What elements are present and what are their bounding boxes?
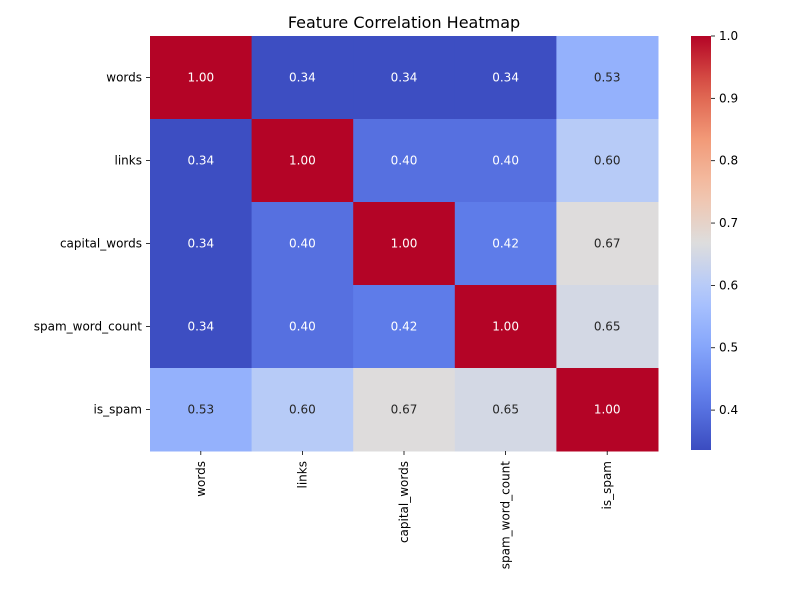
cell-value-label: 0.34 xyxy=(187,237,214,251)
column-tick-label: is_spam xyxy=(600,461,614,510)
cell-value-label: 0.65 xyxy=(492,403,519,417)
heatmap-cell xyxy=(150,119,253,203)
heatmap-cell xyxy=(353,285,456,369)
cell-value-label: 0.34 xyxy=(187,320,214,334)
cell-value-label: 0.40 xyxy=(492,154,519,168)
heatmap-cell xyxy=(454,119,557,203)
row-tick-label: spam_word_count xyxy=(34,320,143,334)
column-tick-label: capital_words xyxy=(397,461,411,543)
row-tick-label: links xyxy=(115,154,142,168)
cell-value-label: 0.34 xyxy=(289,71,316,85)
heatmap-cell xyxy=(556,368,659,452)
colorbar-tick-label: 0.4 xyxy=(719,403,738,417)
chart-title: Feature Correlation Heatmap xyxy=(288,13,520,32)
cell-value-label: 0.67 xyxy=(594,237,621,251)
cell-value-label: 0.42 xyxy=(391,320,418,334)
heatmap-cell xyxy=(150,368,253,452)
heatmap-cell xyxy=(454,36,557,120)
row-tick-label: is_spam xyxy=(94,403,143,417)
row-tick-labels: words links capital_words spam_word_countis… xyxy=(34,71,150,417)
heatmap-cell xyxy=(353,368,456,452)
heatmap-cell xyxy=(251,119,354,203)
heatmap-cell xyxy=(251,36,354,120)
heatmap-cell xyxy=(454,285,557,369)
heatmap-cell xyxy=(454,202,557,286)
heatmap-cell xyxy=(454,368,557,452)
colorbar-tick-label: 1.0 xyxy=(719,29,738,43)
cell-value-label: 0.40 xyxy=(289,237,316,251)
cell-value-label: 0.34 xyxy=(391,71,418,85)
cell-value-label: 1.00 xyxy=(492,320,519,334)
heatmap-cell xyxy=(150,285,253,369)
cell-value-label: 1.00 xyxy=(594,403,621,417)
cell-value-label: 0.53 xyxy=(187,403,214,417)
heatmap-cell xyxy=(251,202,354,286)
colorbar-gradient xyxy=(691,36,711,450)
heatmap-cell xyxy=(353,36,456,120)
heatmap-cell xyxy=(353,202,456,286)
cell-value-label: 0.40 xyxy=(289,320,316,334)
column-tick-label: links xyxy=(295,461,309,488)
heatmap-cell xyxy=(556,285,659,369)
heatmap-cells: 1.00 0.34 0.34 0.34 0.53 0.34 1.00 0.40 0.40 0.60… xyxy=(150,36,659,452)
colorbar: 0.4 0.5 0.6 0.7 0.8 0.9 1.0 xyxy=(691,29,738,450)
cell-value-label: 0.60 xyxy=(289,403,316,417)
cell-value-label: 0.67 xyxy=(391,403,418,417)
heatmap-cell xyxy=(150,36,253,120)
heatmap-cell xyxy=(556,202,659,286)
heatmap-cell xyxy=(556,36,659,120)
cell-value-label: 0.53 xyxy=(594,71,621,85)
cell-value-label: 1.00 xyxy=(187,71,214,85)
column-tick-label: words xyxy=(194,461,208,497)
colorbar-tick-label: 0.6 xyxy=(719,278,738,292)
column-tick-label: spam_word_count xyxy=(499,461,513,570)
colorbar-tick-label: 0.8 xyxy=(719,154,738,168)
row-tick-label: capital_words xyxy=(60,237,142,251)
cell-value-label: 0.40 xyxy=(391,154,418,168)
heatmap-cell xyxy=(556,119,659,203)
heatmap-cell xyxy=(251,368,354,452)
cell-value-label: 1.00 xyxy=(391,237,418,251)
cell-value-label: 0.34 xyxy=(187,154,214,168)
cell-value-label: 0.34 xyxy=(492,71,519,85)
cell-value-label: 0.65 xyxy=(594,320,621,334)
heatmap-cell xyxy=(353,119,456,203)
column-tick-labels: words links capital_words spam_word_count is… xyxy=(194,451,614,569)
cell-value-label: 1.00 xyxy=(289,154,316,168)
cell-value-label: 0.42 xyxy=(492,237,519,251)
colorbar-tick-label: 0.7 xyxy=(719,216,738,230)
colorbar-tick-label: 0.5 xyxy=(719,341,738,355)
cell-value-label: 0.60 xyxy=(594,154,621,168)
row-tick-label: words xyxy=(106,71,142,85)
heatmap-cell xyxy=(150,202,253,286)
colorbar-tick-label: 0.9 xyxy=(719,91,738,105)
heatmap-cell xyxy=(251,285,354,369)
